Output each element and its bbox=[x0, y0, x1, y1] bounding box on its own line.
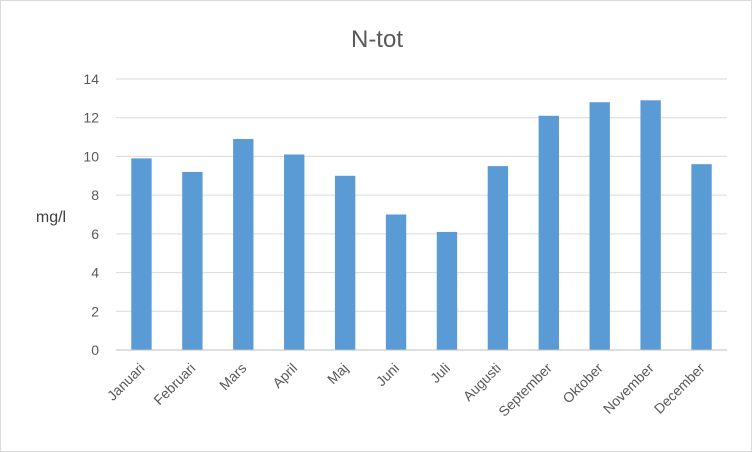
x-tick-label: November bbox=[600, 360, 657, 417]
bar bbox=[385, 214, 407, 350]
bar bbox=[640, 100, 661, 351]
bar bbox=[487, 166, 509, 350]
y-tick-label: 12 bbox=[83, 110, 99, 126]
y-tick-label: 0 bbox=[91, 342, 99, 358]
x-tick-label: Oktober bbox=[559, 360, 606, 407]
bar bbox=[589, 102, 610, 350]
x-tick-label: Juni bbox=[373, 360, 402, 389]
y-tick-label: 2 bbox=[91, 303, 99, 319]
bar bbox=[182, 171, 203, 350]
x-tick-label: Maj bbox=[324, 360, 351, 387]
bar bbox=[284, 154, 305, 350]
y-tick-label: 6 bbox=[91, 226, 99, 242]
bar bbox=[131, 158, 152, 350]
bar bbox=[538, 115, 559, 351]
x-tick-label: Februari bbox=[150, 360, 198, 408]
bar bbox=[334, 175, 356, 350]
bar bbox=[233, 139, 254, 350]
x-tick-label: April bbox=[269, 360, 300, 391]
bar bbox=[691, 164, 712, 350]
x-tick-label: Mars bbox=[216, 360, 249, 393]
x-tick-label: Juli bbox=[427, 360, 453, 386]
y-tick-label: 8 bbox=[91, 187, 99, 203]
x-tick-label: Januari bbox=[104, 360, 148, 404]
bar bbox=[436, 231, 458, 350]
y-tick-label: 4 bbox=[91, 265, 99, 281]
y-axis-label: mg/l bbox=[36, 209, 66, 226]
y-tick-label: 10 bbox=[83, 148, 99, 164]
chart-title: N-tot bbox=[351, 26, 403, 53]
x-tick-label: Augusti bbox=[460, 360, 504, 404]
y-tick-label: 14 bbox=[83, 71, 99, 87]
x-tick-label: September bbox=[495, 360, 555, 420]
x-tick-label: December bbox=[651, 360, 708, 417]
